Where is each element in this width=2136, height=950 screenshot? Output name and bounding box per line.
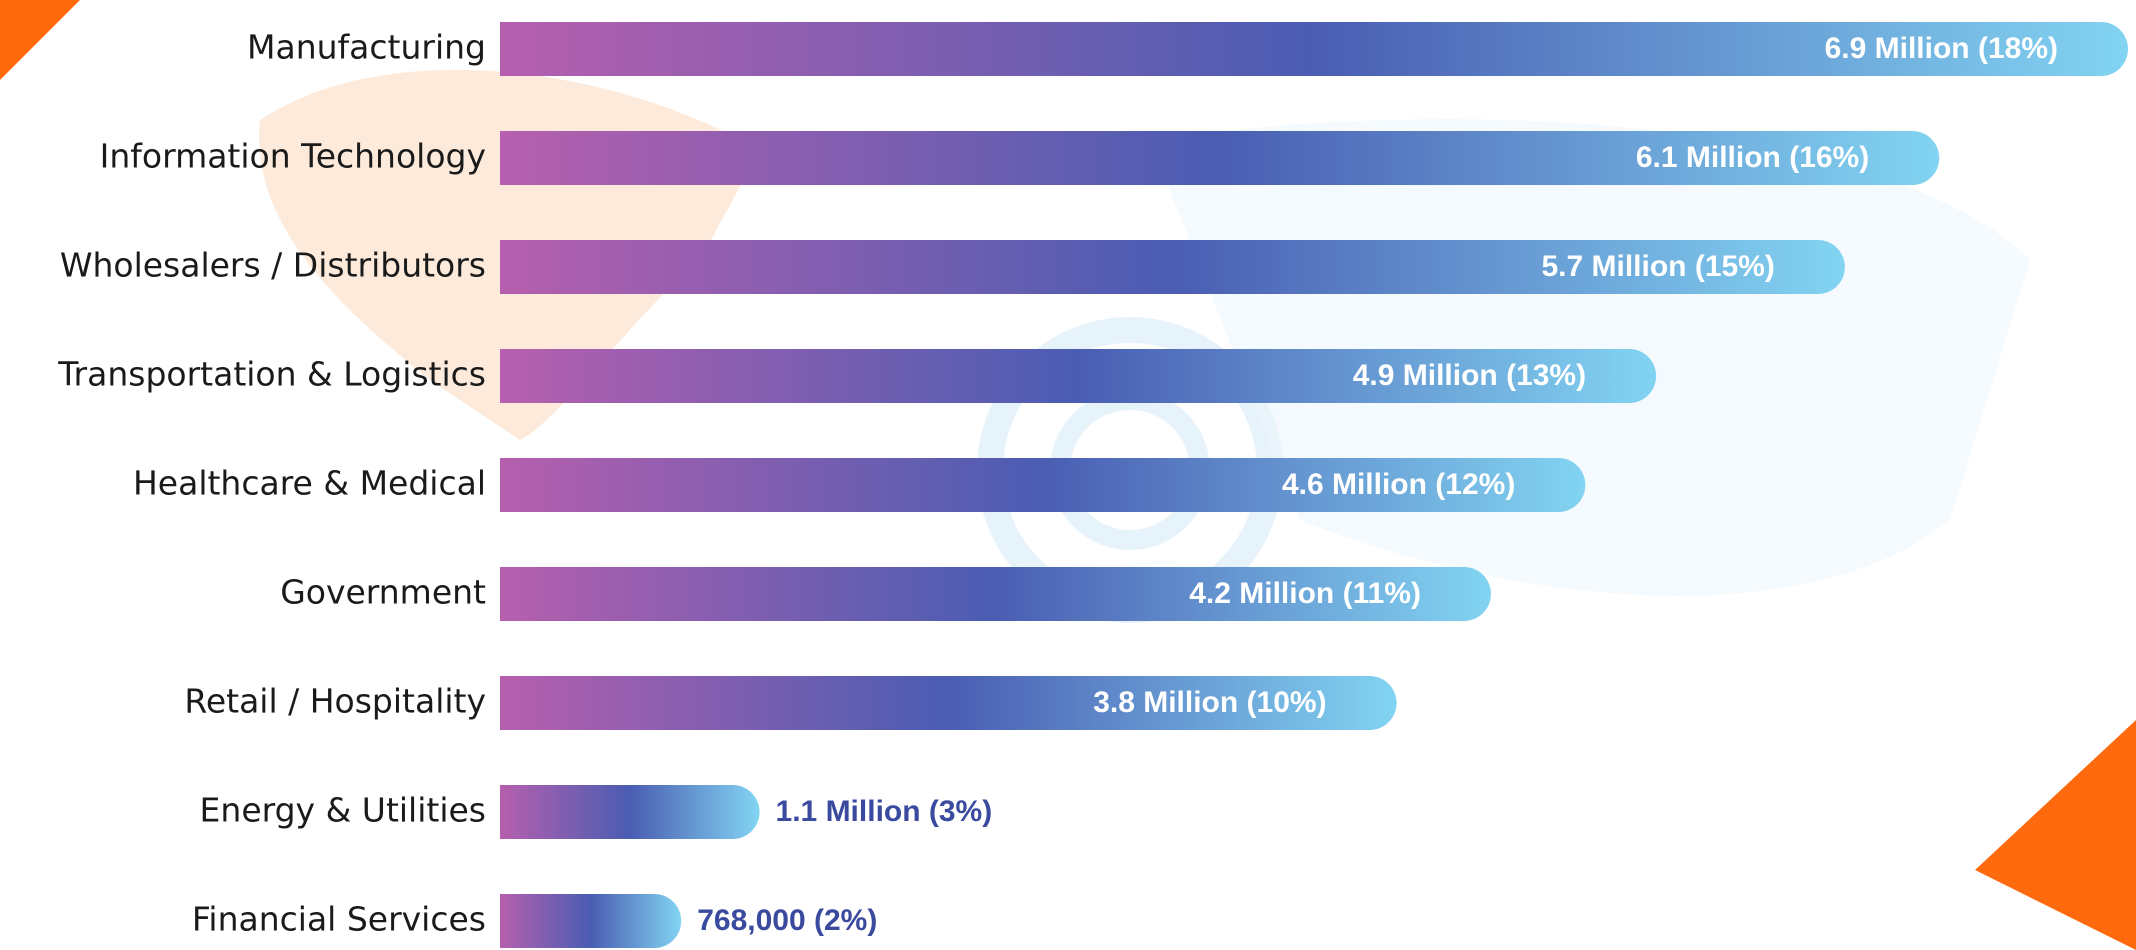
value-label: 6.1 Million (16%)	[1636, 141, 1869, 174]
category-label: Transportation & Logistics	[57, 355, 486, 394]
bar	[500, 458, 1586, 512]
value-label: 4.6 Million (12%)	[1282, 468, 1515, 501]
value-label: 5.7 Million (15%)	[1541, 250, 1774, 283]
category-label: Retail / Hospitality	[184, 682, 486, 721]
category-label: Information Technology	[100, 137, 486, 176]
plot-area: Manufacturing 6.9 Million (18%) Informatio…	[57, 22, 2128, 948]
value-label: 1.1 Million (3%)	[776, 795, 993, 828]
value-label: 6.9 Million (18%)	[1825, 32, 2058, 65]
value-label: 4.9 Million (13%)	[1353, 359, 1586, 392]
bar	[500, 894, 682, 948]
value-label: 4.2 Million (11%)	[1189, 577, 1421, 610]
category-label: Wholesalers / Distributors	[60, 246, 486, 285]
category-label: Energy & Utilities	[200, 791, 486, 830]
corner-decoration	[0, 0, 80, 80]
value-label: 3.8 Million (10%)	[1093, 686, 1326, 719]
category-label: Government	[280, 573, 486, 612]
bar	[500, 676, 1397, 730]
category-label: Healthcare & Medical	[133, 464, 486, 503]
category-label: Manufacturing	[247, 28, 486, 67]
corner-decoration	[1975, 720, 2136, 950]
bar	[500, 240, 1845, 294]
bar	[500, 349, 1657, 403]
bar	[500, 567, 1491, 621]
bar	[500, 785, 760, 839]
category-label: Financial Services	[192, 900, 486, 939]
value-label: 768,000 (2%)	[697, 904, 877, 937]
bar	[500, 22, 2128, 76]
bar	[500, 131, 1940, 185]
